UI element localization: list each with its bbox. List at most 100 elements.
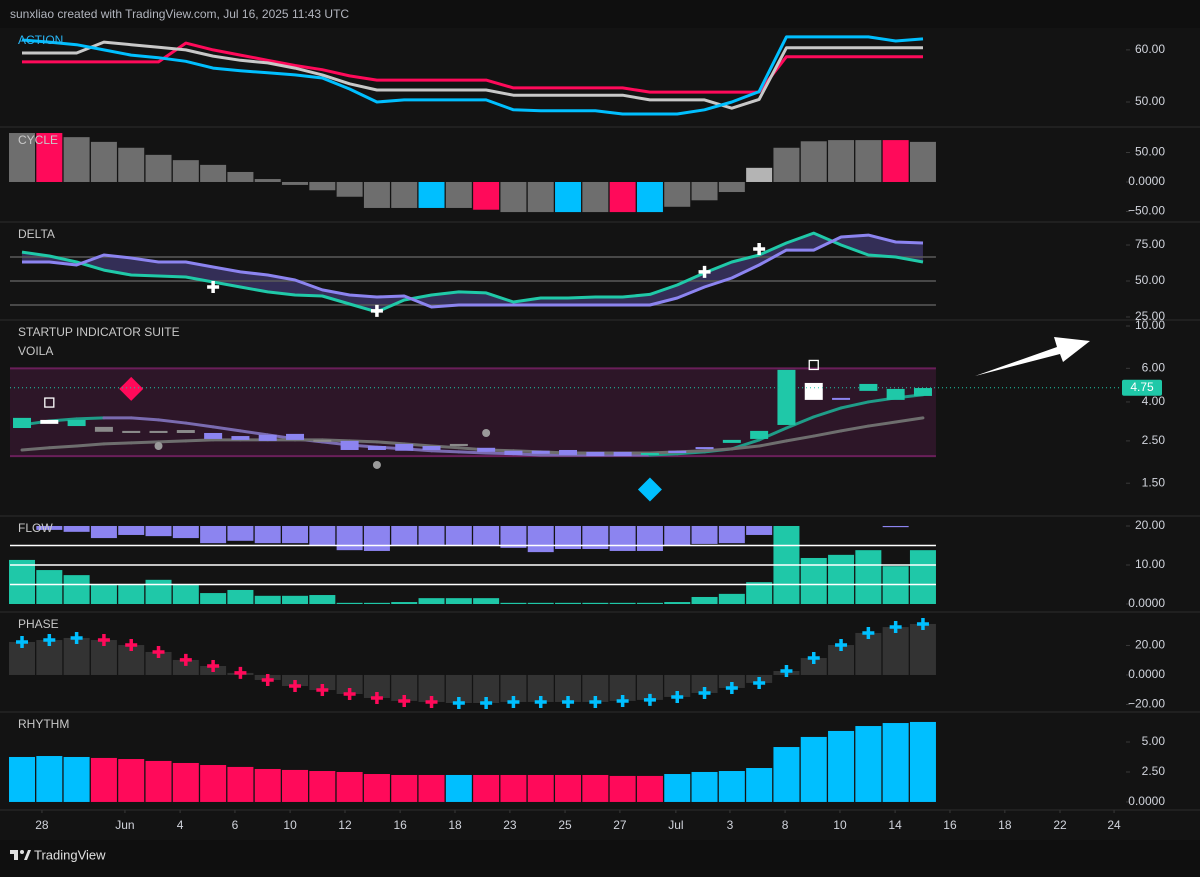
panel-title: DELTA xyxy=(18,227,55,241)
y-tick-label: 50.00 xyxy=(1135,94,1165,108)
panel: 50.00 0.0000 −50.00 CYCLE xyxy=(0,133,1200,223)
series-line xyxy=(21,231,924,314)
series-segment xyxy=(375,440,406,446)
bar xyxy=(118,759,145,802)
bar xyxy=(254,768,281,802)
candle-body xyxy=(668,450,687,454)
bar xyxy=(172,584,199,605)
candle-body xyxy=(695,447,714,450)
bar xyxy=(582,774,609,802)
series-segment xyxy=(730,444,761,451)
bar xyxy=(555,525,582,550)
bar xyxy=(800,658,827,675)
bar xyxy=(473,181,500,210)
cross-marker xyxy=(452,697,465,710)
series-segment xyxy=(157,418,188,425)
series-segment xyxy=(757,439,788,448)
bar xyxy=(473,525,500,546)
x-tick-label: 22 xyxy=(1053,818,1067,832)
bar xyxy=(36,133,63,182)
bar xyxy=(254,525,281,544)
series-segment xyxy=(812,429,843,438)
cross-marker xyxy=(43,634,56,647)
bar xyxy=(227,171,254,182)
bar xyxy=(200,525,227,544)
logo-part xyxy=(20,850,24,854)
cross-marker xyxy=(370,691,383,704)
bar xyxy=(527,181,554,213)
candle-body xyxy=(531,450,550,454)
cross-marker xyxy=(398,694,411,707)
cross-marker xyxy=(862,626,875,639)
bar xyxy=(691,525,718,544)
cross-marker xyxy=(234,666,247,679)
series-segment xyxy=(784,415,816,430)
candle-body xyxy=(640,453,659,456)
candle-body xyxy=(886,388,905,400)
bar xyxy=(336,525,363,551)
candle-body xyxy=(67,419,86,427)
bar xyxy=(527,525,554,553)
bar xyxy=(609,602,636,605)
series-segment xyxy=(184,421,215,429)
y-tick-label: −20.00 xyxy=(1128,697,1165,711)
cross-marker xyxy=(507,695,520,708)
bar xyxy=(473,598,500,605)
bar xyxy=(172,659,199,675)
y-tick-label: 2.50 xyxy=(1142,764,1166,778)
y-tick-label: 0.0000 xyxy=(1128,596,1165,610)
bar xyxy=(145,154,172,182)
panel-title: FLOW xyxy=(18,521,53,535)
bar xyxy=(718,593,745,605)
series-segment xyxy=(75,442,106,448)
cross-marker xyxy=(616,694,629,707)
candle-body xyxy=(559,449,578,455)
bar xyxy=(282,769,309,802)
series-segment xyxy=(184,438,215,443)
bar xyxy=(9,559,36,605)
bar xyxy=(664,774,691,802)
y-tick-label: 10.00 xyxy=(1135,318,1165,332)
panel: 20.00 0.0000 −20.00 PHASE xyxy=(0,617,1200,713)
bar xyxy=(800,736,827,802)
cross-marker xyxy=(916,617,929,630)
y-tick-label: 1.50 xyxy=(1142,475,1166,489)
bar xyxy=(391,525,418,546)
bar xyxy=(418,525,445,546)
cross-marker xyxy=(807,652,820,665)
candle-body xyxy=(613,451,632,457)
candle-body xyxy=(258,434,277,441)
x-tick-label: 14 xyxy=(888,818,902,832)
bar xyxy=(664,525,691,546)
cross-marker xyxy=(480,697,493,710)
candle-body xyxy=(477,447,496,452)
bar xyxy=(855,140,882,182)
panel-content xyxy=(9,617,936,710)
bar xyxy=(773,147,800,182)
bar xyxy=(718,181,745,193)
bar xyxy=(828,140,855,182)
candle-body xyxy=(40,419,59,424)
cross-marker xyxy=(370,304,383,317)
x-tick-label: Jul xyxy=(668,818,683,832)
y-tick-label: 10.00 xyxy=(1135,557,1165,571)
series-segment xyxy=(703,447,734,453)
y-tick-label: 0.0000 xyxy=(1128,667,1165,681)
bar xyxy=(882,140,909,182)
bar xyxy=(636,775,663,802)
cross-marker xyxy=(889,621,902,634)
x-tick-label: 16 xyxy=(393,818,407,832)
y-tick-label: 4.00 xyxy=(1142,394,1166,408)
cross-marker xyxy=(207,281,220,294)
candle-body xyxy=(286,433,305,440)
candle-body xyxy=(750,430,769,439)
x-tick-label: 4 xyxy=(177,818,184,832)
bar xyxy=(773,747,800,802)
y-tick-label: 50.00 xyxy=(1135,145,1165,159)
cross-marker xyxy=(343,688,356,701)
logo-part xyxy=(14,850,18,860)
panel: 75.00 50.00 25.00 DELTA xyxy=(0,227,1200,323)
x-tick-label: 12 xyxy=(338,818,352,832)
bar xyxy=(555,602,582,605)
bar xyxy=(527,774,554,802)
